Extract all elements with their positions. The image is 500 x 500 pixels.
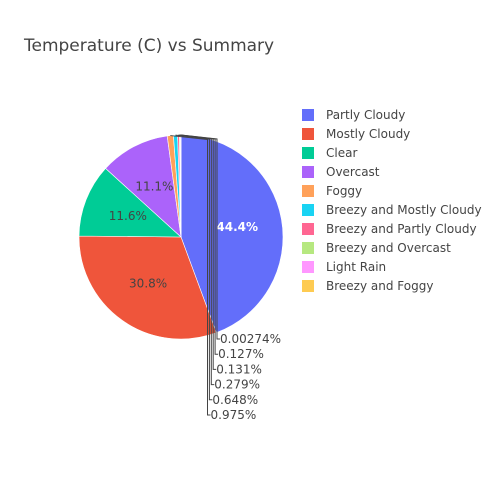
legend-swatch — [302, 261, 314, 273]
legend-swatch — [302, 166, 314, 178]
legend-item-clear[interactable]: Clear — [302, 146, 357, 160]
legend-label: Breezy and Mostly Cloudy — [326, 203, 482, 217]
slice-label-breezy-and-foggy: 0.00274% — [220, 332, 281, 346]
legend-label: Breezy and Partly Cloudy — [326, 222, 477, 236]
slice-label-partly-cloudy: 44.4% — [216, 220, 258, 234]
legend-swatch — [302, 185, 314, 197]
outside-labels: 0.00274%0.127%0.131% 0.279%0.648%0.975% — [170, 134, 281, 422]
legend-label: Breezy and Foggy — [326, 279, 433, 293]
legend-label: Partly Cloudy — [326, 108, 405, 122]
slice-label-clear: 11.6% — [109, 209, 147, 223]
pie-slice-overcast[interactable] — [105, 135, 182, 238]
legend-swatch — [302, 242, 314, 254]
slice-label-mostly-cloudy: 30.8% — [129, 277, 167, 291]
legend-label: Foggy — [326, 184, 362, 198]
legend-label: Overcast — [326, 165, 380, 179]
slice-label-foggy: 0.975% — [211, 408, 257, 422]
label-connector-foggy — [170, 135, 211, 416]
legend-item-breezy-and-mostly-cloudy[interactable]: Breezy and Mostly Cloudy — [302, 203, 482, 217]
legend-item-breezy-and-partly-cloudy[interactable]: Breezy and Partly Cloudy — [302, 222, 477, 236]
legend-item-light-rain[interactable]: Light Rain — [302, 260, 386, 274]
chart-title: Temperature (C) vs Summary — [23, 36, 274, 56]
legend-label: Breezy and Overcast — [326, 241, 451, 255]
slice-label-breezy-and-mostly-cloudy: 0.648% — [212, 393, 258, 407]
pie-slices — [78, 134, 284, 340]
legend-item-breezy-and-foggy[interactable]: Breezy and Foggy — [302, 279, 433, 293]
slice-label-overcast: 11.1% — [135, 179, 173, 193]
inside-labels: 44.4% 30.8% 11.6% 11.1% — [109, 179, 258, 290]
pie-slice-mostly-cloudy[interactable] — [78, 235, 217, 340]
legend-label: Clear — [326, 146, 357, 160]
legend: Partly Cloudy Mostly Cloudy Clear Overcast F… — [302, 108, 482, 293]
legend-swatch — [302, 223, 314, 235]
legend-item-mostly-cloudy[interactable]: Mostly Cloudy — [302, 127, 410, 141]
legend-swatch — [302, 280, 314, 292]
pie-slice-partly-cloudy[interactable] — [180, 134, 284, 334]
legend-label: Light Rain — [326, 260, 386, 274]
legend-swatch — [302, 204, 314, 216]
pie-slice-clear[interactable] — [78, 167, 182, 238]
legend-label: Mostly Cloudy — [326, 127, 410, 141]
slice-label-light-rain: 0.127% — [218, 347, 264, 361]
slice-label-breezy-and-overcast: 0.131% — [216, 362, 262, 376]
legend-swatch — [302, 109, 314, 121]
legend-swatch — [302, 128, 314, 140]
legend-item-overcast[interactable]: Overcast — [302, 165, 380, 179]
legend-item-foggy[interactable]: Foggy — [302, 184, 362, 198]
label-connector-breezy-and-mostly-cloudy — [175, 134, 213, 401]
slice-label-breezy-and-partly-cloudy: 0.279% — [214, 378, 260, 392]
legend-item-breezy-and-overcast[interactable]: Breezy and Overcast — [302, 241, 451, 255]
legend-item-partly-cloudy[interactable]: Partly Cloudy — [302, 108, 405, 122]
legend-swatch — [302, 147, 314, 159]
